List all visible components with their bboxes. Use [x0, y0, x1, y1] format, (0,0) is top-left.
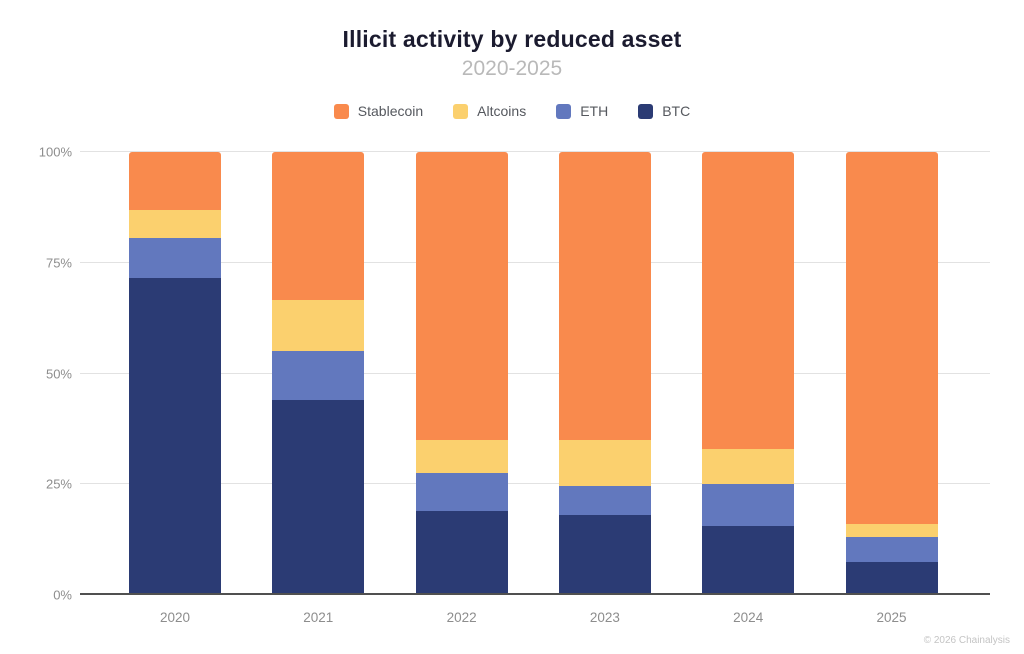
segment-2021-stablecoin [272, 152, 365, 301]
legend-swatch-stablecoin-icon [333, 103, 349, 119]
segment-2020-stablecoin [129, 152, 221, 210]
x-tick-label-2022: 2022 [446, 610, 477, 625]
legend-item-btc: BTC [638, 103, 690, 119]
bar-2023 [558, 152, 651, 595]
legend-item-altcoins: Altcoins [453, 103, 526, 119]
segment-2020-altcoins [129, 209, 221, 239]
y-tick-label-100: 100% [38, 144, 72, 160]
segment-2023-btc [558, 515, 651, 595]
legend-label-btc: BTC [662, 103, 691, 119]
segment-2024-stablecoin [702, 152, 795, 449]
legend-item-stablecoin: Stablecoin [333, 103, 424, 119]
segment-2021-btc [272, 400, 365, 595]
legend-label-altcoins: Altcoins [477, 103, 527, 119]
segment-2020-btc [129, 278, 221, 595]
gridline-100 [80, 151, 990, 152]
y-axis: 0% 25% 50% 75% 100% [0, 145, 72, 603]
bar-2025 [845, 152, 938, 595]
segment-2020-eth [129, 238, 221, 279]
x-axis-line [80, 593, 990, 595]
segment-2022-stablecoin [415, 152, 508, 440]
x-tick-label-2021: 2021 [303, 610, 334, 625]
x-tick-label-2025: 2025 [876, 610, 907, 625]
segment-2023-altcoins [558, 439, 651, 487]
legend-swatch-btc-icon [638, 103, 654, 119]
segment-2022-altcoins [415, 439, 508, 474]
segment-2024-eth [702, 484, 795, 527]
y-tick-label-75: 75% [45, 255, 72, 271]
legend-label-eth: ETH [580, 103, 609, 119]
segment-2025-eth [845, 537, 938, 562]
segment-2021-altcoins [272, 300, 365, 352]
chart-subtitle: 2020-2025 [461, 57, 563, 80]
x-tick-label-2023: 2023 [589, 610, 620, 625]
y-tick-label-50: 50% [45, 366, 72, 381]
segment-2022-btc [415, 510, 508, 595]
segment-2025-btc [845, 561, 938, 595]
gridline-50 [80, 372, 990, 374]
bar-2022 [415, 152, 508, 595]
segment-2023-stablecoin [558, 152, 651, 440]
segment-2021-eth [272, 351, 365, 401]
segment-2025-altcoins [845, 524, 938, 538]
segment-2024-altcoins [702, 448, 795, 485]
segment-2025-stablecoin [845, 152, 938, 525]
y-tick-label-25: 25% [45, 476, 72, 492]
segment-2022-eth [415, 473, 508, 511]
segment-2024-btc [702, 526, 795, 595]
bar-2024 [702, 152, 795, 595]
legend-label-stablecoin: Stablecoin [357, 103, 424, 119]
legend: Stablecoin Altcoins ETH BTC [0, 103, 1024, 119]
gridline-25 [80, 483, 990, 485]
bar-2020 [129, 152, 221, 595]
copyright: © 2026 Chainalysis [923, 635, 1010, 646]
x-tick-label-2020: 2020 [159, 610, 191, 625]
legend-swatch-eth-icon [556, 103, 572, 119]
segment-2023-eth [558, 486, 651, 516]
legend-swatch-altcoins-icon [453, 103, 469, 119]
x-tick-label-2024: 2024 [733, 610, 764, 625]
chart-title: Illicit activity by reduced asset [342, 26, 682, 52]
legend-item-eth: ETH [556, 103, 608, 119]
plot-area: 2020 2021 2022 2023 2024 2025 [80, 151, 990, 625]
bar-2021 [272, 152, 365, 595]
gridline-75 [80, 261, 990, 263]
y-tick-label-0: 0% [53, 587, 72, 603]
